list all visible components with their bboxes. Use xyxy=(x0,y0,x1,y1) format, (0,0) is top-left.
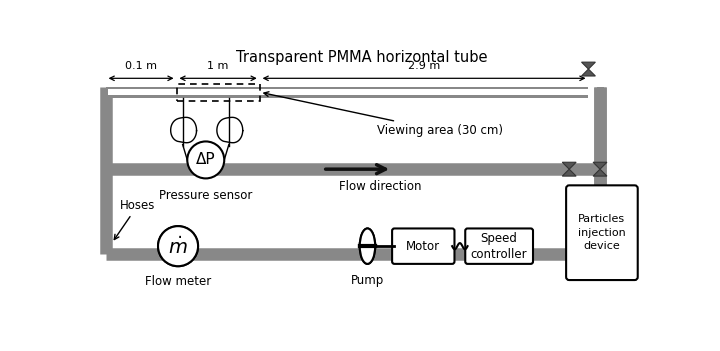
Polygon shape xyxy=(582,69,595,76)
Text: ΔP: ΔP xyxy=(196,152,215,167)
Text: Particles
injection
device: Particles injection device xyxy=(578,214,626,251)
Bar xyxy=(176,84,260,101)
Circle shape xyxy=(187,141,224,178)
Polygon shape xyxy=(593,162,607,169)
FancyBboxPatch shape xyxy=(465,229,533,264)
Text: Flow meter: Flow meter xyxy=(145,276,211,289)
Bar xyxy=(108,89,588,95)
Polygon shape xyxy=(593,169,607,176)
Bar xyxy=(597,87,604,169)
Text: Hoses: Hoses xyxy=(114,199,156,239)
Polygon shape xyxy=(582,62,595,69)
Text: 1 m: 1 m xyxy=(207,61,229,71)
Ellipse shape xyxy=(360,229,375,264)
FancyBboxPatch shape xyxy=(392,229,454,264)
Text: $\dot{m}$: $\dot{m}$ xyxy=(168,236,188,258)
Text: Pump: Pump xyxy=(351,274,384,287)
FancyBboxPatch shape xyxy=(566,185,638,280)
Circle shape xyxy=(158,226,198,266)
Polygon shape xyxy=(171,117,197,143)
Text: Speed
controller: Speed controller xyxy=(471,232,528,261)
Bar xyxy=(106,87,588,98)
Ellipse shape xyxy=(360,229,375,264)
Text: Motor: Motor xyxy=(406,240,441,253)
Text: Flow direction: Flow direction xyxy=(339,180,422,193)
Polygon shape xyxy=(562,169,576,176)
Text: $\dot{m}$: $\dot{m}$ xyxy=(168,236,188,258)
Circle shape xyxy=(158,226,198,266)
Text: Pressure sensor: Pressure sensor xyxy=(159,189,253,202)
Text: 0.1 m: 0.1 m xyxy=(125,61,157,71)
Text: Viewing area (30 cm): Viewing area (30 cm) xyxy=(264,92,503,137)
Text: Transparent PMMA horizontal tube: Transparent PMMA horizontal tube xyxy=(235,50,487,65)
Polygon shape xyxy=(562,162,576,169)
Text: 2.9 m: 2.9 m xyxy=(408,61,440,71)
Polygon shape xyxy=(217,117,243,143)
